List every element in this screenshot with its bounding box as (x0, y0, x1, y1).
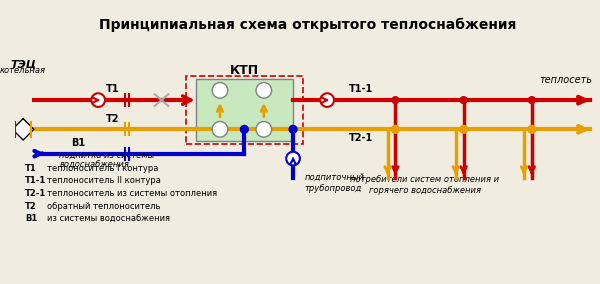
Circle shape (320, 93, 334, 107)
Text: потребители систем отопления и
горячего водоснабжения: потребители систем отопления и горячего … (350, 175, 499, 195)
Circle shape (529, 97, 535, 103)
Circle shape (391, 126, 399, 133)
Text: теплоноситель II контура: теплоноситель II контура (47, 176, 160, 185)
Circle shape (528, 126, 536, 133)
Text: Т1: Т1 (106, 84, 119, 94)
Text: подпиточный
трубопровод: подпиточный трубопровод (305, 173, 365, 193)
Text: ТЭЦ: ТЭЦ (10, 59, 36, 69)
Text: теплоноситель из системы отопления: теплоноситель из системы отопления (47, 189, 217, 198)
Circle shape (289, 126, 297, 133)
Bar (186, 76, 303, 144)
Text: Т2: Т2 (106, 114, 119, 124)
Text: Т1: Т1 (25, 164, 37, 173)
Circle shape (460, 126, 467, 133)
Circle shape (392, 97, 399, 103)
Text: Т1-1: Т1-1 (349, 84, 373, 94)
Text: Т2-1: Т2-1 (349, 133, 373, 143)
Circle shape (91, 93, 105, 107)
Text: Т2-1: Т2-1 (25, 189, 46, 198)
Circle shape (460, 97, 467, 103)
Text: теплосеть: теплосеть (539, 75, 592, 85)
Text: обратный теплоноситель: обратный теплоноситель (47, 202, 160, 211)
Text: Принципиальная схема открытого теплоснабжения: Принципиальная схема открытого теплоснаб… (99, 17, 517, 32)
Text: В1: В1 (25, 214, 37, 224)
Polygon shape (13, 119, 34, 140)
Text: котельная: котельная (0, 66, 46, 75)
Text: КТП: КТП (230, 64, 259, 77)
Circle shape (286, 152, 300, 165)
Circle shape (212, 83, 228, 98)
Bar (196, 79, 293, 141)
Circle shape (256, 83, 272, 98)
Text: из системы водоснабжения: из системы водоснабжения (47, 214, 170, 224)
Text: Т1-1: Т1-1 (25, 176, 46, 185)
Circle shape (241, 126, 248, 133)
Text: теплоноситель I контура: теплоноситель I контура (47, 164, 158, 173)
Circle shape (212, 122, 228, 137)
Text: В1: В1 (71, 138, 86, 148)
Text: Т2: Т2 (25, 202, 37, 211)
Text: подпитка из системы
водоснабжения: подпитка из системы водоснабжения (59, 151, 155, 170)
Circle shape (256, 122, 272, 137)
